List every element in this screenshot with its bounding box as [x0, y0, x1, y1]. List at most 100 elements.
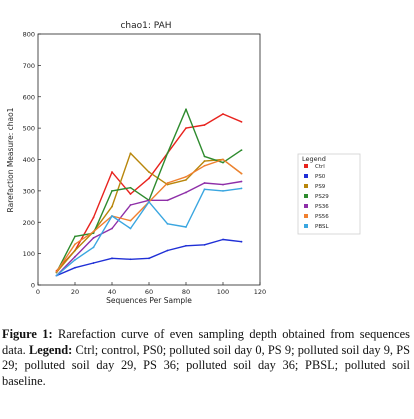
x-tick-label: 0 [36, 288, 40, 296]
data-point-ps29 [203, 155, 206, 158]
data-point-pbsl [129, 227, 132, 230]
data-point-ctrl [111, 171, 113, 173]
data-point-ctrl [185, 127, 187, 130]
legend-label-ctrl: Ctrl [315, 164, 325, 170]
caption-figure-label: Figure 1: [2, 327, 53, 341]
data-point-ps29 [222, 161, 224, 164]
data-point-ps0 [203, 243, 206, 246]
data-point-ctrl [222, 113, 224, 115]
x-tick-label: 20 [71, 288, 79, 296]
data-point-ps9 [203, 160, 206, 162]
y-tick-label: 100 [23, 250, 35, 258]
data-point-ps56 [222, 158, 224, 161]
legend-swatch-ps9 [304, 184, 308, 188]
data-point-ctrl [240, 120, 243, 123]
rarefaction-chart: chao1: PAH 0 100 200 300 400 500 600 700 800 0 20 4… [6, 21, 361, 305]
data-point-ps29 [185, 108, 187, 111]
x-tick-label: 40 [108, 288, 116, 296]
data-point-ps9 [111, 205, 113, 208]
legend-title: Legend [302, 155, 326, 163]
data-point-ps56 [203, 164, 206, 167]
x-tick-label: 120 [254, 288, 266, 296]
data-point-ctrl [92, 216, 95, 219]
data-point-ps29 [111, 189, 113, 192]
data-point-pbsl [148, 200, 150, 203]
data-point-ps56 [166, 182, 169, 184]
data-point-ps29 [74, 235, 76, 238]
data-point-ps9 [148, 171, 150, 173]
data-point-ps9 [129, 152, 132, 155]
y-tick-label: 600 [23, 93, 35, 101]
figure-caption: Figure 1: Rarefaction curve of even samp… [2, 327, 410, 389]
data-point-ps56 [74, 243, 76, 246]
series-line-ps36 [56, 180, 242, 277]
data-point-ps0 [240, 240, 243, 243]
data-point-pbsl [185, 226, 187, 228]
y-tick-label: 0 [31, 282, 35, 290]
data-point-ps36 [111, 227, 113, 230]
data-point-pbsl [74, 259, 76, 261]
legend-swatch-ps36 [304, 204, 308, 208]
y-axis-label: Rarefaction Measure: chao1 [6, 107, 15, 212]
legend-swatch-ctrl [304, 164, 308, 168]
y-tick-label: 400 [23, 156, 35, 164]
data-point-pbsl [92, 246, 95, 249]
data-point-ps9 [185, 178, 187, 181]
legend-box [297, 153, 361, 235]
caption-text: Rarefaction curve of even sampling depth… [2, 327, 410, 357]
data-point-ps0 [111, 257, 113, 260]
data-point-ps29 [129, 186, 132, 189]
data-point-ps0 [166, 249, 169, 252]
caption-legend-label: Legend: [28, 342, 73, 357]
y-tick-label: 500 [23, 125, 35, 133]
data-point-pbsl [240, 187, 243, 190]
legend-label-ps56: PS56 [315, 214, 329, 220]
legend-swatch-ps0 [304, 174, 308, 178]
data-point-ps0 [222, 238, 224, 241]
legend-swatch-pbsl [304, 224, 308, 228]
data-point-ctrl [129, 193, 132, 195]
data-point-ps0 [74, 266, 76, 269]
data-point-ctrl [148, 177, 150, 180]
data-point-pbsl [222, 189, 224, 192]
y-tick-label: 200 [23, 219, 35, 227]
data-point-ps0 [148, 257, 150, 260]
data-point-ps36 [166, 199, 169, 202]
legend-label-pbsl: PBSL [315, 224, 329, 230]
data-point-ps56 [185, 175, 187, 178]
legend-label-ps0: PS0 [315, 174, 326, 180]
chart-title: chao1: PAH [120, 21, 171, 31]
data-point-ps56 [129, 219, 132, 222]
data-point-ps36 [222, 183, 224, 186]
series-line-ps56 [55, 158, 242, 273]
data-point-ps36 [203, 182, 206, 184]
data-point-ps36 [74, 255, 76, 258]
legend-label-ps36: PS36 [315, 204, 329, 210]
data-point-ps9 [74, 249, 76, 252]
data-point-ctrl [203, 124, 206, 126]
data-point-ps29 [240, 149, 243, 151]
data-point-ps56 [92, 230, 95, 233]
data-point-ps56 [55, 270, 58, 273]
series-line-ps9 [55, 152, 242, 273]
y-tick-label: 300 [23, 187, 35, 195]
data-point-ps0 [185, 244, 187, 247]
legend-label-ps9: PS9 [315, 184, 326, 190]
legend-label-ps29: PS29 [315, 194, 329, 200]
data-point-ps56 [240, 172, 243, 175]
x-axis-label: Sequences Per Sample [106, 296, 192, 305]
legend-swatch-ps29 [304, 194, 308, 198]
legend: Legend Ctrl PS0 PS9 PS29 PS36 PS56 PBSL [297, 153, 361, 235]
data-point-ps36 [92, 237, 95, 239]
data-point-ps36 [185, 191, 187, 194]
data-point-ps36 [129, 204, 132, 206]
data-point-pbsl [203, 188, 206, 191]
data-point-pbsl [166, 222, 169, 225]
data-point-ps29 [166, 152, 169, 155]
data-point-ps0 [92, 262, 95, 264]
x-tick-label: 60 [145, 288, 153, 296]
x-tick-label: 80 [182, 288, 190, 296]
plot-area: 0 100 200 300 400 500 600 700 800 0 20 40 60 80 100 120 [23, 31, 267, 297]
caption-legend-text: Ctrl; control, PS0; polluted soil day 0,… [2, 342, 410, 388]
y-tick-label: 700 [23, 62, 35, 70]
